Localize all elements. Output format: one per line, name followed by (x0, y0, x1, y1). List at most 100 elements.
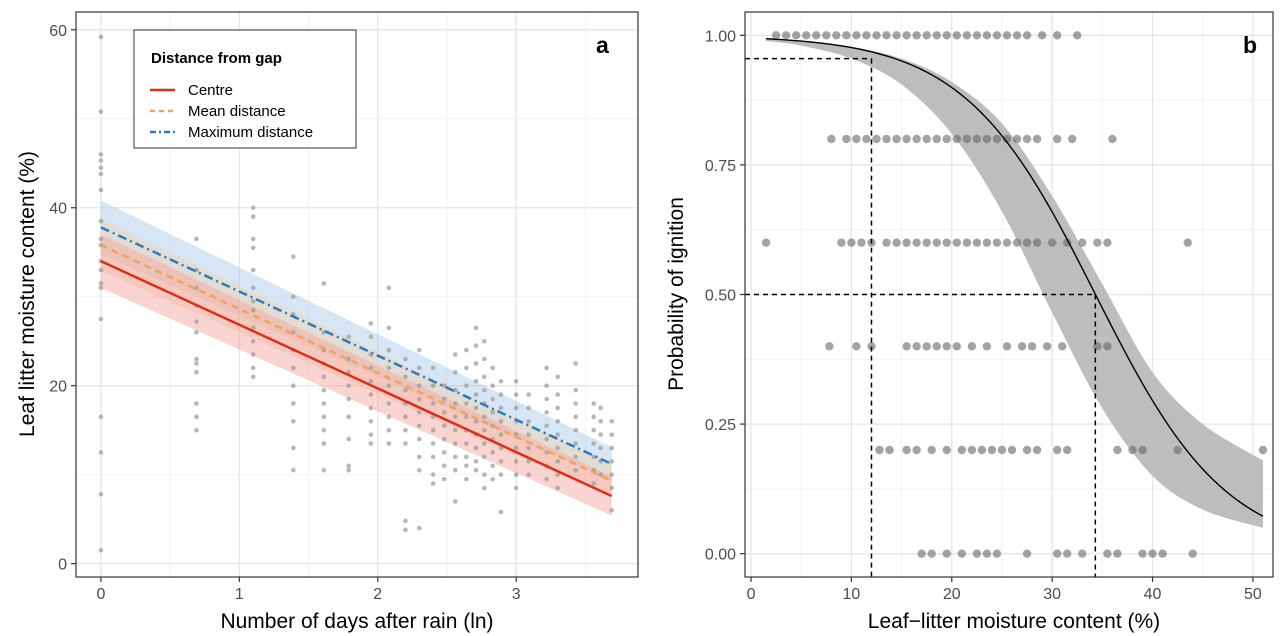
data-point (591, 481, 597, 486)
data-point (526, 418, 531, 424)
data-point (992, 31, 1002, 40)
data-point (912, 445, 921, 455)
data-point (1022, 134, 1032, 144)
data-point (430, 383, 436, 389)
data-point (544, 476, 549, 482)
data-point (98, 165, 104, 171)
data-point (1037, 31, 1047, 40)
data-point (1258, 445, 1268, 455)
data-point (892, 134, 901, 144)
confidence-band (766, 38, 1263, 528)
data-point (942, 134, 951, 144)
legend-label-centre: Centre (188, 82, 233, 99)
data-point (386, 441, 392, 446)
data-point (321, 401, 327, 406)
data-point (416, 436, 422, 442)
ribbon-maximum-distance (100, 200, 612, 481)
data-point (1032, 238, 1042, 247)
data-point (555, 459, 561, 464)
data-point (1032, 445, 1042, 455)
data-point (1002, 134, 1012, 144)
data-point (452, 352, 458, 357)
data-point (482, 427, 487, 433)
data-point (194, 319, 199, 324)
data-point (98, 171, 104, 177)
data-point (987, 445, 997, 455)
data-point (452, 387, 458, 393)
data-point (452, 370, 458, 375)
panel-b-y-axis-title: Probability of ignition (665, 197, 688, 391)
data-point (526, 392, 531, 397)
data-point (498, 472, 504, 477)
data-point (573, 427, 579, 433)
data-point (852, 134, 861, 144)
data-point (368, 405, 374, 411)
data-point (1052, 549, 1062, 558)
data-point (962, 31, 972, 40)
data-point (1148, 549, 1157, 558)
data-point (194, 427, 199, 433)
data-point (902, 445, 911, 455)
y-tick-label: 60 (49, 23, 67, 40)
data-point (386, 383, 392, 389)
data-point (942, 549, 951, 558)
data-point (452, 427, 458, 433)
data-point (403, 427, 408, 433)
data-point (842, 134, 851, 144)
data-point (885, 445, 894, 455)
data-point (598, 472, 603, 477)
data-point (942, 238, 951, 247)
data-point (827, 134, 836, 144)
data-point (346, 414, 351, 420)
data-point (98, 450, 104, 455)
data-point (346, 356, 351, 362)
data-point (346, 463, 351, 469)
data-point (250, 365, 256, 371)
data-point (368, 432, 374, 437)
data-point (962, 238, 972, 247)
data-point (416, 423, 422, 429)
data-point (473, 378, 479, 384)
data-point (368, 365, 374, 371)
data-point (98, 34, 104, 40)
data-point (498, 405, 504, 411)
data-point (194, 330, 199, 335)
data-point (482, 485, 487, 491)
data-point (441, 463, 447, 469)
data-point (490, 450, 495, 455)
data-point (464, 347, 469, 353)
data-point (194, 267, 199, 273)
data-point (452, 441, 458, 446)
data-point (452, 499, 458, 504)
data-point (464, 414, 469, 420)
data-point (555, 392, 561, 397)
data-point (1078, 549, 1087, 558)
data-point (250, 205, 256, 211)
data-point (346, 436, 351, 442)
data-point (498, 432, 504, 437)
data-point (591, 414, 597, 420)
data-point (544, 383, 549, 389)
panel-b: 0 10 20 30 40 50 0.00 0.25 0.50 0.75 1.00 b Leaf−l… (665, 11, 1274, 633)
data-point (544, 436, 549, 442)
data-point (992, 238, 1002, 247)
data-point (1052, 31, 1062, 40)
data-point (544, 423, 549, 429)
data-point (368, 441, 374, 446)
data-point (386, 427, 392, 433)
data-point (822, 31, 831, 40)
x-tick-label: 50 (1244, 586, 1262, 603)
data-point (573, 441, 579, 446)
data-point (957, 549, 967, 558)
data-point (1012, 31, 1022, 40)
data-point (862, 31, 871, 40)
data-point (464, 476, 469, 482)
data-point (609, 485, 614, 491)
data-point (403, 441, 408, 446)
data-point (825, 342, 834, 351)
data-point (452, 454, 458, 460)
data-point (982, 134, 992, 144)
data-point (982, 31, 992, 40)
data-point (498, 459, 504, 464)
data-point (473, 405, 479, 411)
